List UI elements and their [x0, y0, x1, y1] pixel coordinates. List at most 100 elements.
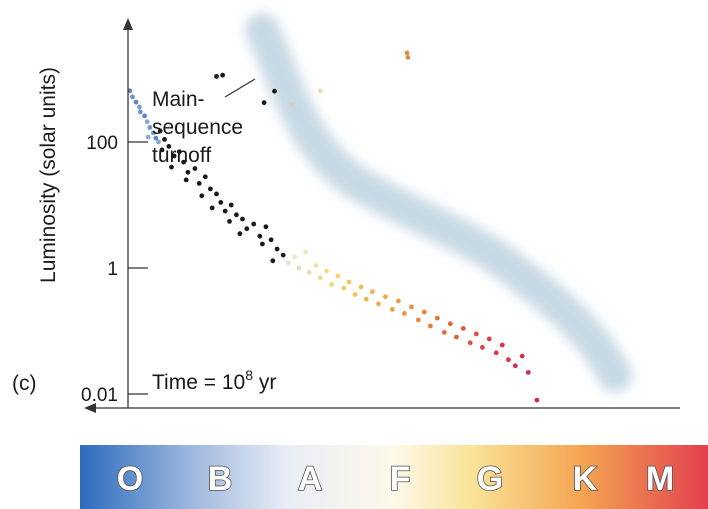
x-axis-arrow: [84, 403, 96, 413]
star-point: [159, 147, 165, 153]
star-point: [214, 74, 219, 79]
star-point: [153, 135, 159, 141]
time-exponent: 8: [245, 367, 253, 383]
spectral-class-k: K: [573, 460, 598, 498]
star-point: [358, 284, 364, 290]
star-point: [137, 104, 142, 110]
y-tick-label: 1: [107, 259, 118, 280]
star-point: [296, 265, 302, 271]
star-point: [150, 130, 156, 136]
star-point: [234, 212, 239, 218]
star-point: [227, 219, 232, 224]
star-point: [196, 181, 202, 186]
spectral-class-b: B: [208, 460, 233, 498]
star-point: [166, 144, 172, 149]
star-point: [157, 128, 163, 134]
star-point: [218, 200, 224, 205]
turnoff-label-line2: sequence: [152, 116, 243, 139]
star-point: [313, 263, 319, 268]
star-point: [363, 296, 369, 302]
star-point: [137, 109, 143, 115]
star-point: [405, 55, 411, 60]
star-point: [525, 370, 531, 375]
star-point: [220, 72, 226, 78]
star-point: [303, 249, 309, 255]
main-sequence-band: [245, 13, 632, 392]
star-point: [499, 342, 505, 348]
star-point: [421, 309, 427, 315]
star-point: [147, 125, 153, 130]
turnoff-label-line3: turnoff: [152, 144, 211, 167]
star-point: [329, 282, 335, 287]
star-point: [402, 311, 407, 316]
star-point: [460, 326, 466, 331]
star-point: [130, 94, 135, 100]
star-point: [142, 113, 148, 119]
star-point: [534, 397, 540, 403]
star-point: [441, 330, 447, 335]
star-point: [162, 137, 167, 142]
time-label: Time = 108 yr: [152, 367, 276, 394]
star-point: [447, 321, 453, 327]
star-point: [272, 88, 277, 94]
star-point: [192, 166, 198, 171]
star-point: [318, 88, 323, 94]
star-point: [257, 233, 263, 239]
star-point: [415, 317, 421, 323]
star-point: [486, 336, 492, 342]
star-point: [214, 191, 219, 197]
star-point: [396, 298, 401, 304]
star-point: [274, 246, 280, 252]
star-point: [171, 153, 177, 159]
star-point: [306, 270, 312, 275]
star-point: [208, 186, 213, 192]
star-point: [335, 273, 341, 279]
star-point: [202, 174, 208, 180]
turnoff-leader-line: [224, 78, 256, 98]
star-point: [222, 208, 228, 214]
star-point: [383, 294, 388, 300]
star-point: [169, 164, 174, 170]
star-point: [434, 315, 440, 321]
star-point: [519, 353, 525, 359]
star-point: [404, 50, 410, 56]
time-suffix: yr: [253, 371, 276, 394]
star-point: [244, 226, 250, 232]
spectral-class-a: A: [298, 460, 323, 498]
star-point: [370, 289, 375, 295]
star-point: [156, 139, 161, 145]
y-ticks: 100 1 0.01: [81, 133, 148, 406]
star-point: [240, 216, 245, 222]
star-point: [280, 252, 286, 258]
y-axis-title: Luminosity (solar units): [37, 67, 60, 283]
y-tick-label: 0.01: [81, 385, 118, 406]
star-point: [261, 100, 267, 106]
star-point: [352, 292, 358, 297]
star-points: [127, 50, 540, 403]
star-point: [473, 331, 479, 337]
star-point: [376, 301, 381, 307]
star-point: [389, 307, 395, 312]
star-point: [346, 279, 352, 285]
time-prefix: Time = 10: [152, 371, 245, 394]
spectral-class-m: M: [646, 460, 674, 498]
turnoff-label-line1: Main-: [152, 88, 205, 111]
star-point: [260, 241, 265, 247]
y-axis-arrow: [123, 18, 133, 30]
spectral-class-bar: [80, 445, 708, 509]
star-point: [181, 159, 187, 165]
star-point: [480, 345, 485, 350]
star-point: [268, 237, 274, 243]
star-point: [493, 350, 499, 356]
star-point: [127, 88, 133, 94]
star-point: [506, 357, 511, 363]
star-point: [237, 231, 243, 237]
star-point: [183, 177, 189, 183]
star-point: [263, 224, 269, 230]
star-point: [292, 254, 297, 260]
star-point: [324, 268, 329, 274]
star-point: [133, 99, 139, 105]
star-point: [467, 340, 473, 346]
